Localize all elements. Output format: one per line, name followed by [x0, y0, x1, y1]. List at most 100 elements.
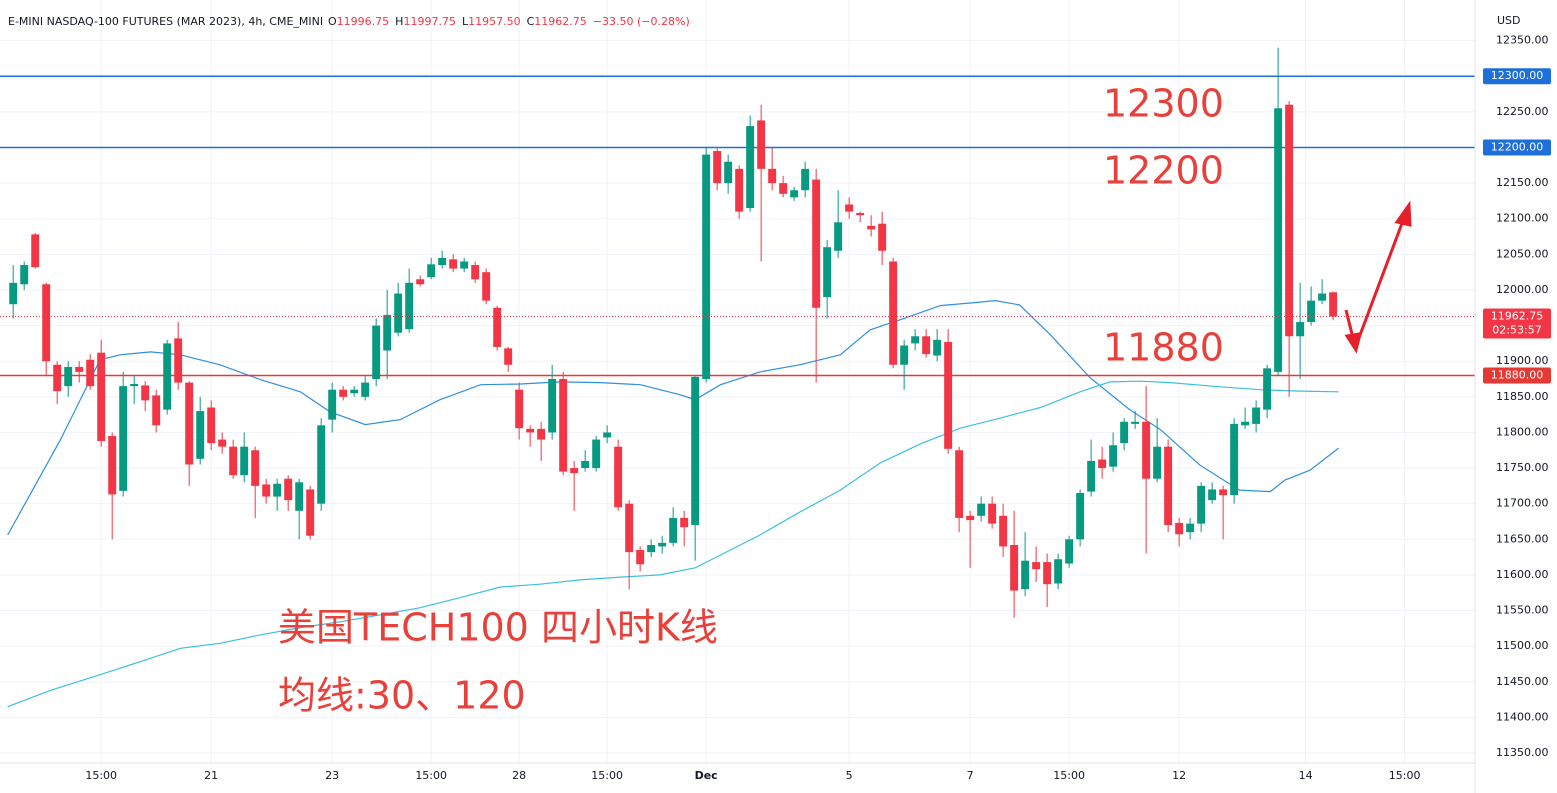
ohlc-key: L	[462, 15, 469, 28]
candle-body	[812, 179, 821, 308]
candle-body	[1010, 545, 1019, 591]
y-tick-label: 12250.00	[1496, 105, 1549, 118]
candle-body	[691, 376, 700, 526]
candle-body	[845, 204, 854, 212]
x-tick-label: 5	[846, 769, 853, 782]
candle-body	[1142, 421, 1151, 479]
candle-body	[86, 359, 95, 387]
candle-body	[306, 489, 315, 536]
candle-body	[680, 517, 689, 528]
x-tick-label: 12	[1172, 769, 1186, 782]
candle-body	[955, 450, 964, 518]
candle-body	[1197, 485, 1206, 524]
annotation: 美国TECH100 四小时K线	[278, 606, 718, 650]
candle-body	[1098, 459, 1107, 469]
price-tag	[1483, 308, 1551, 339]
x-tick-label: 14	[1299, 769, 1313, 782]
candle-body	[889, 261, 898, 365]
candle-body	[1153, 446, 1162, 479]
candle-body	[614, 446, 623, 508]
currency: USD	[1497, 14, 1521, 27]
level-label: 12200.00	[1491, 140, 1544, 153]
ohlc-value: 11957.50	[468, 15, 521, 28]
y-tick-label: 11550.00	[1496, 604, 1549, 617]
candle-body	[108, 436, 117, 495]
candle-body	[1109, 445, 1118, 467]
candle-body	[42, 284, 51, 362]
candle-body	[944, 341, 953, 449]
arrow-head	[1394, 200, 1412, 227]
y-tick-label: 12100.00	[1496, 212, 1549, 225]
candle-body	[1054, 559, 1063, 584]
candle-body	[427, 264, 436, 278]
candle-body	[1131, 421, 1140, 424]
candle-body	[460, 261, 469, 269]
candle-body	[1274, 108, 1283, 372]
candle-body	[834, 222, 843, 251]
candle-body	[1296, 322, 1305, 337]
candle-body	[658, 542, 667, 547]
candle-body	[1318, 293, 1327, 301]
candle-body	[900, 345, 909, 365]
x-tick-label: 15:00	[591, 769, 623, 782]
candle-body	[856, 213, 865, 216]
change: −33.50 (−0.28%)	[593, 15, 690, 28]
candle-body	[526, 428, 535, 433]
candle-body	[724, 161, 733, 184]
candle-body	[636, 549, 645, 565]
candle-body	[735, 168, 744, 212]
y-tick-label: 11650.00	[1496, 532, 1549, 545]
candle-body	[702, 154, 711, 380]
x-tick-label: Dec	[695, 769, 718, 782]
candle-body	[1043, 562, 1052, 585]
candle-body	[933, 339, 942, 356]
level-label: 12300.00	[1491, 69, 1544, 82]
candle-body	[977, 503, 986, 516]
candle-body	[1252, 407, 1261, 424]
candle-body	[1307, 300, 1316, 323]
candle-body	[1285, 104, 1294, 337]
candle-body	[152, 395, 161, 426]
candle-body	[746, 126, 755, 209]
x-tick-label: 7	[967, 769, 974, 782]
annotation: 12300	[1103, 82, 1224, 126]
y-tick-label: 12350.00	[1496, 34, 1549, 47]
candle-body	[1186, 523, 1195, 533]
candle-body	[185, 382, 194, 465]
moving-average	[7, 299, 1339, 536]
candle-body	[328, 389, 337, 420]
candle-body	[625, 503, 634, 553]
candle-body	[1219, 489, 1228, 496]
candle-body	[383, 314, 392, 351]
y-tick-label: 11450.00	[1496, 675, 1549, 688]
ohlc-key: C	[527, 15, 535, 28]
level-label: 11880.00	[1491, 368, 1544, 381]
annotation: 均线:30、120	[278, 674, 526, 718]
y-tick-label: 11750.00	[1496, 461, 1549, 474]
candle-body	[317, 425, 326, 504]
candle-body	[350, 389, 359, 394]
y-tick-label: 12150.00	[1496, 176, 1549, 189]
level-tag	[1483, 367, 1551, 384]
candle-body	[31, 234, 40, 268]
x-tick-label: 23	[325, 769, 339, 782]
x-tick-label: 15:00	[1389, 769, 1421, 782]
y-tick-label: 11600.00	[1496, 568, 1549, 581]
annotation: 11880	[1103, 326, 1224, 370]
candle-body	[922, 336, 931, 355]
y-tick-label: 11800.00	[1496, 425, 1549, 438]
candle-body	[449, 259, 458, 269]
candle-body	[240, 446, 249, 476]
candle-body	[471, 265, 480, 280]
candle-body	[867, 225, 876, 230]
y-tick-label: 12000.00	[1496, 283, 1549, 296]
x-tick-label: 15:00	[415, 769, 447, 782]
candle-body	[537, 428, 546, 440]
candle-body	[405, 282, 414, 330]
candle-body	[1230, 423, 1239, 496]
y-tick-label: 11850.00	[1496, 390, 1549, 403]
ohlc-value: 11997.75	[403, 15, 456, 28]
ohlc-value: 11996.75	[337, 15, 390, 28]
chart-title: E-MINI NASDAQ-100 FUTURES (MAR 2023), 4h…	[8, 15, 323, 28]
y-tick-label: 11400.00	[1496, 710, 1549, 723]
